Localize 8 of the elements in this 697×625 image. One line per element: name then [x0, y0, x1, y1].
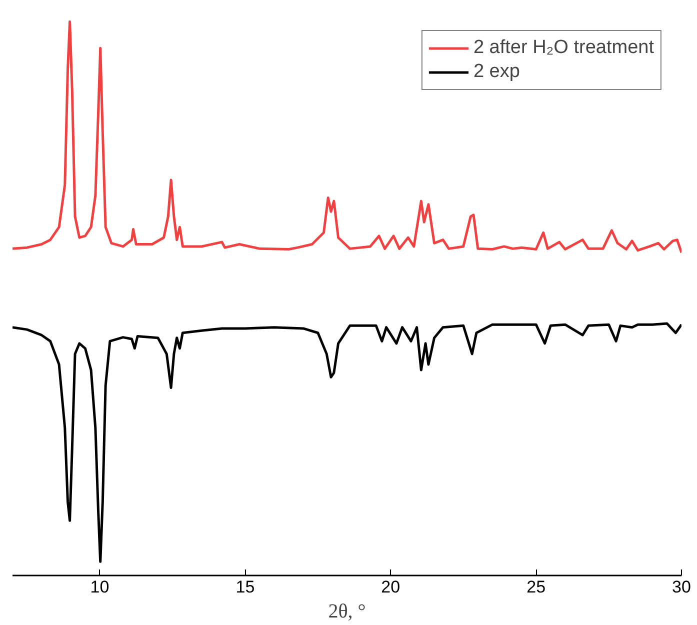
x-tick-label: 20 — [381, 578, 400, 596]
x-tick-label: 10 — [90, 578, 110, 596]
x-tick-label: 30 — [672, 578, 691, 596]
legend-label: 2 after H₂O treatment — [473, 37, 654, 59]
x-axis-title: 2θ, ° — [328, 600, 366, 622]
legend-label: 2 exp — [473, 61, 520, 83]
x-tick-label: 15 — [236, 578, 255, 596]
x-tick-label: 25 — [526, 578, 546, 596]
